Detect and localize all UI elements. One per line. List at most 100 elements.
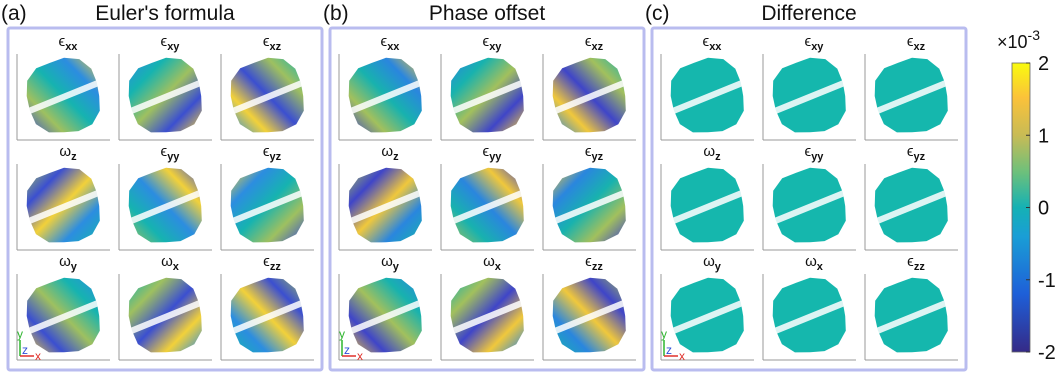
subplot-subscript: x xyxy=(173,261,180,273)
panel-title: Euler's formula xyxy=(95,2,235,25)
subplot-symbol: ϵ xyxy=(483,33,490,50)
subplot-label: ωy xyxy=(59,253,78,273)
subplot-label: ϵyy xyxy=(805,143,825,163)
axis-glyph-label: x xyxy=(679,349,685,363)
subplot-label: ϵyz xyxy=(263,143,282,163)
subplot-symbol: ϵ xyxy=(585,253,592,270)
subplot-subscript: y xyxy=(715,261,722,273)
subplot-label: ϵyz xyxy=(907,143,926,163)
colorbar-tick-label: -1 xyxy=(1038,270,1056,292)
subplot-label: ϵxy xyxy=(161,33,181,53)
crack xyxy=(452,78,528,114)
multiplier-base: ×10 xyxy=(997,32,1028,52)
axis-glyph-label: z xyxy=(22,343,28,357)
subplot-subscript: yy xyxy=(811,151,824,163)
colorbar-tick-label: 1 xyxy=(1038,125,1049,147)
subplot-label: ϵxz xyxy=(263,33,282,53)
panel-title: Phase offset xyxy=(429,2,546,25)
subplot-label: ωy xyxy=(703,253,722,273)
subplot-label: ωz xyxy=(703,143,721,163)
subplot-symbol: ω xyxy=(703,143,715,160)
crack xyxy=(232,188,308,224)
subplot-symbol: ϵ xyxy=(703,33,710,50)
axis-glyph-label: y xyxy=(17,327,23,341)
subplot-label: ϵyy xyxy=(483,143,503,163)
axis-glyph-label: y xyxy=(661,327,667,341)
subplot-subscript: xy xyxy=(489,41,502,53)
subplot-symbol: ω xyxy=(483,253,495,270)
subplot-symbol: ϵ xyxy=(483,143,490,160)
subplot-label: ωy xyxy=(381,253,400,273)
subplot-subscript: zz xyxy=(270,261,282,273)
subplot-label: ϵxy xyxy=(483,33,503,53)
subplot-symbol: ϵ xyxy=(381,33,388,50)
crack xyxy=(28,298,104,334)
panel-title: Difference xyxy=(761,2,856,25)
subplot-subscript: x xyxy=(817,261,824,273)
subplot-symbol: ϵ xyxy=(907,253,914,270)
axis-glyph-label: y xyxy=(339,327,345,341)
axis-glyph-label: x xyxy=(357,349,363,363)
crack xyxy=(554,298,630,334)
subplot-label: ϵyy xyxy=(161,143,181,163)
panel-frame xyxy=(328,26,646,372)
subplot-symbol: ω xyxy=(161,253,173,270)
crack xyxy=(672,188,748,224)
subplot-symbol: ϵ xyxy=(263,253,270,270)
panel-frame xyxy=(6,26,324,372)
subplot-subscript: yy xyxy=(489,151,502,163)
crack xyxy=(350,78,426,114)
subplot-symbol: ϵ xyxy=(585,33,592,50)
subplot-subscript: x xyxy=(495,261,502,273)
crack xyxy=(350,298,426,334)
subplot-symbol: ϵ xyxy=(59,33,66,50)
subplot-label: ωz xyxy=(381,143,399,163)
multiplier-exponent: -3 xyxy=(1028,27,1041,43)
subplot-symbol: ω xyxy=(703,253,715,270)
crack xyxy=(232,78,308,114)
subplot-label: ωx xyxy=(805,253,824,273)
crack xyxy=(130,78,206,114)
crack xyxy=(672,78,748,114)
colorbar-tick-label: 0 xyxy=(1038,198,1049,220)
subplot-symbol: ω xyxy=(59,253,71,270)
subplot-label: ϵzz xyxy=(585,253,603,273)
axis-glyph-label: x xyxy=(35,349,41,363)
subplot-symbol: ϵ xyxy=(907,33,914,50)
crack xyxy=(672,298,748,334)
subplot-subscript: z xyxy=(393,151,399,163)
subplot-label: ϵxx xyxy=(703,33,723,53)
subplot-subscript: yz xyxy=(270,151,282,163)
subplot-symbol: ϵ xyxy=(263,143,270,160)
crack xyxy=(774,78,850,114)
subplot-symbol: ϵ xyxy=(161,33,168,50)
subplot-subscript: xy xyxy=(811,41,824,53)
crack xyxy=(876,188,952,224)
subplot-subscript: yy xyxy=(167,151,180,163)
panel-frame xyxy=(650,26,968,372)
subplot-subscript: z xyxy=(715,151,721,163)
subplot-label: ωx xyxy=(483,253,502,273)
subplot-symbol: ω xyxy=(59,143,71,160)
crack xyxy=(554,188,630,224)
subplot-symbol: ϵ xyxy=(907,143,914,160)
subplot-subscript: xx xyxy=(709,41,722,53)
crack xyxy=(350,188,426,224)
subplot-label: ϵzz xyxy=(907,253,925,273)
subplot-subscript: zz xyxy=(914,261,926,273)
subplot-symbol: ϵ xyxy=(805,143,812,160)
crack xyxy=(130,298,206,334)
axis-glyph-label: z xyxy=(344,343,350,357)
crack xyxy=(774,188,850,224)
subplot-symbol: ϵ xyxy=(263,33,270,50)
colorbar-tick-label: -2 xyxy=(1038,342,1056,364)
crack xyxy=(876,78,952,114)
crack xyxy=(876,298,952,334)
crack xyxy=(554,78,630,114)
panel-label: (b) xyxy=(323,2,349,25)
subplot-label: ϵxy xyxy=(805,33,825,53)
subplot-label: ϵxx xyxy=(59,33,79,53)
subplot-subscript: xz xyxy=(914,41,926,53)
subplot-subscript: xx xyxy=(387,41,400,53)
